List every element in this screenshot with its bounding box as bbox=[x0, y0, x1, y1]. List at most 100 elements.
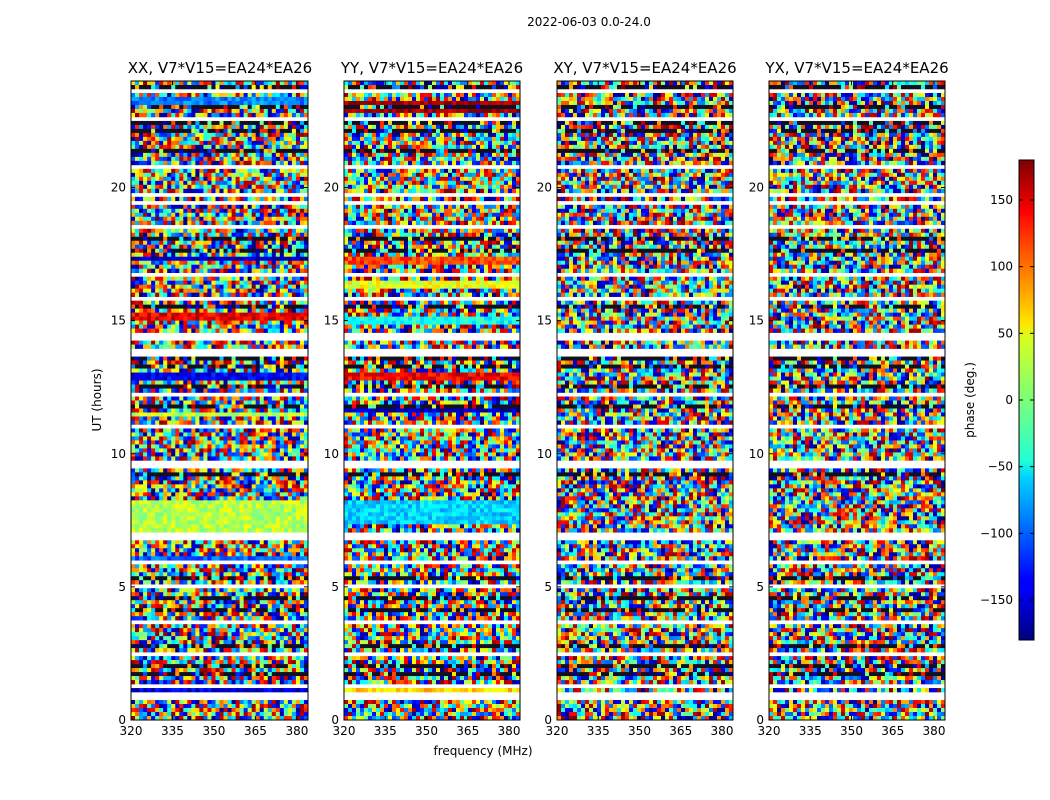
heatmap-cell bbox=[235, 112, 240, 118]
heatmap-cell bbox=[303, 240, 309, 246]
heatmap-cell bbox=[263, 81, 269, 86]
heatmap-cell bbox=[131, 600, 136, 605]
heatmap-cell bbox=[299, 600, 305, 605]
heatmap-cell bbox=[183, 288, 188, 293]
heatmap-cell bbox=[275, 496, 281, 501]
heatmap-cell bbox=[135, 412, 140, 417]
heatmap-cell bbox=[219, 364, 224, 369]
heatmap-cell bbox=[143, 220, 148, 226]
heatmap-cell bbox=[231, 148, 236, 154]
heatmap-cell bbox=[231, 128, 236, 134]
heatmap-cell bbox=[131, 148, 136, 154]
heatmap-cell bbox=[135, 240, 140, 246]
heatmap-cell bbox=[187, 172, 192, 178]
heatmap-cell bbox=[275, 608, 281, 613]
heatmap-cell bbox=[131, 608, 136, 613]
heatmap-cell bbox=[271, 524, 277, 529]
heatmap-cell bbox=[147, 508, 152, 513]
heatmap-cell bbox=[255, 608, 261, 613]
heatmap-cell bbox=[235, 556, 240, 561]
heatmap-cell bbox=[215, 188, 220, 194]
heatmap-cell bbox=[143, 196, 148, 202]
heatmap-cell bbox=[283, 212, 289, 218]
heatmap-cell bbox=[271, 548, 277, 553]
heatmap-cell bbox=[287, 396, 293, 401]
heatmap-cell bbox=[223, 488, 228, 493]
heatmap-cell bbox=[219, 376, 224, 381]
heatmap-cell bbox=[227, 444, 232, 449]
heatmap-cell bbox=[247, 544, 252, 549]
heatmap-cell bbox=[135, 408, 140, 413]
heatmap-cell bbox=[279, 300, 285, 305]
heatmap-cell bbox=[187, 588, 192, 593]
heatmap-cell bbox=[143, 376, 148, 381]
heatmap-cell bbox=[195, 372, 200, 377]
heatmap-cell bbox=[247, 232, 252, 238]
heatmap-cell bbox=[275, 160, 281, 166]
heatmap-cell bbox=[263, 232, 269, 238]
heatmap-cell bbox=[255, 488, 261, 493]
heatmap-cell bbox=[203, 444, 208, 449]
heatmap-cell bbox=[183, 512, 188, 517]
heatmap-cell bbox=[291, 128, 297, 134]
heatmap-cell bbox=[291, 232, 297, 238]
heatmap-cell bbox=[247, 256, 252, 262]
heatmap-cell bbox=[291, 408, 297, 413]
heatmap-cell bbox=[283, 132, 289, 138]
heatmap-cell bbox=[231, 320, 236, 325]
heatmap-cell bbox=[271, 572, 277, 577]
heatmap-cell bbox=[203, 232, 208, 238]
heatmap-cell bbox=[251, 168, 256, 174]
heatmap-cell bbox=[279, 412, 285, 417]
heatmap-cell bbox=[243, 588, 248, 593]
heatmap-cell bbox=[147, 524, 152, 529]
heatmap-cell bbox=[287, 96, 293, 102]
heatmap-cell bbox=[295, 444, 301, 449]
heatmap-cell bbox=[235, 280, 240, 285]
heatmap-cell bbox=[275, 540, 281, 545]
heatmap-cell bbox=[295, 564, 301, 569]
heatmap-cell bbox=[191, 280, 196, 285]
heatmap-cell bbox=[135, 312, 140, 317]
heatmap-cell bbox=[191, 232, 196, 238]
heatmap-cell bbox=[155, 376, 160, 381]
heatmap-cell bbox=[211, 252, 216, 258]
heatmap-cell bbox=[211, 408, 216, 413]
heatmap-cell bbox=[147, 288, 152, 293]
heatmap-cell bbox=[159, 344, 164, 349]
heatmap-cell bbox=[207, 96, 212, 102]
heatmap-cell bbox=[283, 444, 289, 449]
heatmap-cell bbox=[199, 568, 204, 573]
heatmap-cell bbox=[259, 160, 265, 166]
heatmap-cell bbox=[175, 564, 180, 569]
heatmap-cell bbox=[163, 404, 168, 409]
heatmap-cell bbox=[155, 380, 160, 385]
heatmap-cell bbox=[211, 212, 216, 218]
heatmap-cell bbox=[275, 128, 281, 134]
heatmap-cell bbox=[219, 248, 224, 254]
heatmap-cell bbox=[167, 312, 172, 317]
heatmap-cell bbox=[251, 400, 256, 405]
heatmap-cell bbox=[147, 140, 152, 146]
heatmap-cell bbox=[135, 416, 140, 421]
heatmap-cell bbox=[295, 168, 301, 174]
heatmap-cell bbox=[199, 408, 204, 413]
heatmap-cell bbox=[235, 380, 240, 385]
heatmap-cell bbox=[183, 500, 188, 505]
heatmap-cell bbox=[247, 380, 252, 385]
heatmap-cell bbox=[199, 612, 204, 617]
heatmap-cell bbox=[195, 376, 200, 381]
heatmap-cell bbox=[211, 568, 216, 573]
heatmap-cell bbox=[267, 180, 273, 186]
heatmap-cell bbox=[235, 444, 240, 449]
heatmap-cell bbox=[155, 396, 160, 401]
heatmap-cell bbox=[255, 112, 261, 118]
heatmap-cell bbox=[267, 188, 273, 194]
heatmap-cell bbox=[215, 444, 220, 449]
heatmap-cell bbox=[179, 420, 184, 425]
heatmap-cell bbox=[155, 512, 160, 517]
heatmap-cell bbox=[259, 252, 265, 258]
heatmap-cell bbox=[219, 148, 224, 154]
heatmap-cell bbox=[211, 256, 216, 262]
heatmap-cell bbox=[243, 176, 248, 182]
